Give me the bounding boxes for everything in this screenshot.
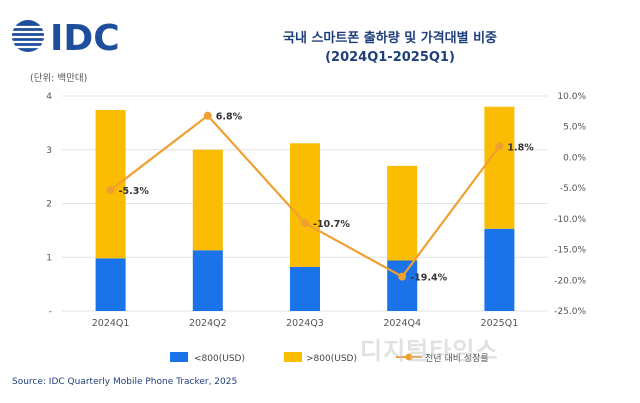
- y-right-tick-label: 5.0%: [563, 123, 586, 133]
- bar-under-800: [484, 228, 515, 311]
- chart-subtitle: (2024Q1-2025Q1): [325, 50, 455, 65]
- y-right-tick-label: -10.0%: [554, 215, 586, 225]
- y-right-tick-label: 0.0%: [563, 153, 586, 163]
- chart-title: 국내 스마트폰 출하량 및 가격대별 비중: [283, 31, 497, 46]
- bar-under-800: [95, 258, 126, 311]
- x-tick-label: 2024Q4: [383, 318, 421, 329]
- legend-swatch-over-800: [284, 352, 302, 362]
- logo-text: IDC: [50, 18, 120, 56]
- bar-over-800: [192, 149, 223, 251]
- bar-under-800: [192, 250, 223, 311]
- x-tick-label: 2025Q1: [481, 318, 519, 329]
- growth-data-label: -19.4%: [410, 273, 447, 284]
- y-left-tick-label: 4: [46, 92, 52, 102]
- growth-point: [495, 142, 504, 151]
- x-tick-label: 2024Q2: [189, 318, 227, 329]
- y-left-tick-label: 1: [46, 253, 52, 263]
- y-left-tick-label: 3: [46, 146, 52, 156]
- y-right-tick-label: -5.0%: [560, 184, 587, 194]
- watermark: 디지털타임스: [360, 337, 499, 365]
- legend-marker-growth: [405, 353, 413, 361]
- x-tick-label: 2024Q1: [92, 318, 130, 329]
- growth-point: [106, 185, 115, 194]
- source-note: Source: IDC Quarterly Mobile Phone Track…: [12, 377, 238, 387]
- y-right-tick-label: -15.0%: [554, 246, 586, 256]
- bar-over-800: [95, 109, 126, 259]
- y-left-tick-label: -: [49, 307, 52, 317]
- y-right-tick-label: -25.0%: [554, 307, 586, 317]
- x-tick-label: 2024Q3: [286, 318, 324, 329]
- growth-point: [203, 111, 212, 120]
- bar-over-800: [484, 106, 515, 229]
- bar-over-800: [387, 165, 418, 261]
- growth-point: [301, 219, 309, 228]
- legend-swatch-under-800: [170, 352, 188, 362]
- y-right-tick-label: 10.0%: [557, 92, 586, 102]
- unit-label: (단위: 백만대): [30, 73, 88, 84]
- growth-data-label: -5.3%: [119, 186, 150, 197]
- y-right-tick-label: -20.0%: [554, 276, 586, 286]
- legend-label-over-800: >800(USD): [306, 354, 357, 364]
- growth-data-label: 6.8%: [216, 112, 243, 123]
- bar-under-800: [290, 266, 320, 311]
- idc-logo: IDC: [10, 18, 120, 56]
- y-left-tick-label: 2: [46, 200, 52, 210]
- growth-data-label: 1.8%: [507, 142, 534, 153]
- legend-label-under-800: <800(USD): [194, 354, 245, 364]
- bar-under-800: [387, 260, 418, 311]
- legend-label-growth: 전년 대비 성장률: [425, 353, 489, 364]
- bar-over-800: [290, 143, 320, 267]
- growth-data-label: -10.7%: [313, 219, 350, 230]
- growth-point: [398, 272, 407, 281]
